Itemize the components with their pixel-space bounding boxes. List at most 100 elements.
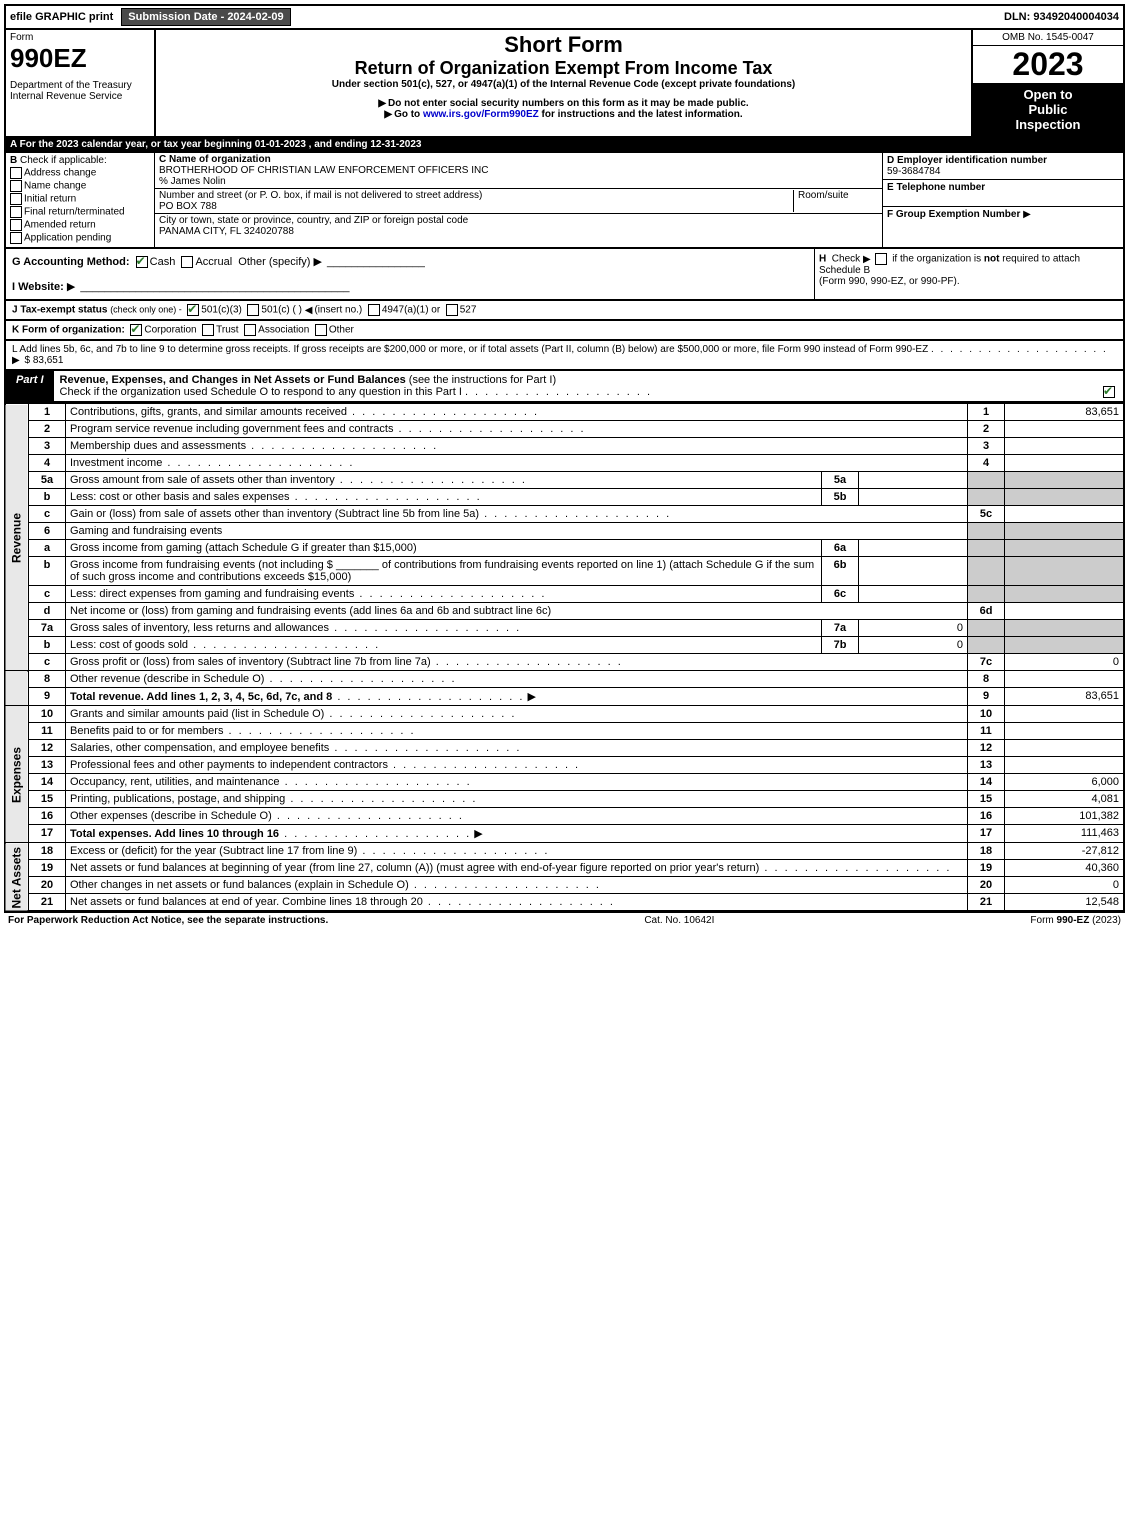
section-def: D Employer identification number 59-3684… [883,153,1123,247]
page-footer: For Paperwork Reduction Act Notice, see … [4,912,1125,928]
table-row: d Net income or (loss) from gaming and f… [5,603,1124,620]
netassets-side-label: Net Assets [5,843,29,912]
table-row: 4 Investment income 4 [5,455,1124,472]
table-row: Expenses 10 Grants and similar amounts p… [5,706,1124,723]
table-row: 5a Gross amount from sale of assets othe… [5,472,1124,489]
form-number: 990EZ [10,43,150,74]
h-label: H [819,254,826,265]
table-row: b Gross income from fundraising events (… [5,557,1124,586]
l-amount: $ 83,651 [24,355,63,366]
i-label: I Website: [12,281,64,293]
irs-link[interactable]: www.irs.gov/Form990EZ [423,109,539,120]
addr-label: Number and street (or P. O. box, if mail… [159,190,482,201]
table-row: 6 Gaming and fundraising events [5,523,1124,540]
table-row: 13 Professional fees and other payments … [5,757,1124,774]
cb-accrual[interactable] [181,256,193,268]
cb-4947[interactable] [368,304,380,316]
part1-title-block: Revenue, Expenses, and Changes in Net As… [54,371,1123,401]
header-right: OMB No. 1545-0047 2023 Open to Public In… [971,30,1123,136]
part1-title-sub: (see the instructions for Part I) [409,374,556,386]
expenses-side-label: Expenses [5,706,29,843]
table-row: 15 Printing, publications, postage, and … [5,791,1124,808]
cb-527[interactable] [446,304,458,316]
dln-label: DLN: 93492040004034 [1004,11,1119,23]
cb-501c3[interactable] [187,304,199,316]
table-row: 8 Other revenue (describe in Schedule O)… [5,671,1124,688]
cb-name-change[interactable]: Name change [10,180,150,192]
cb-final-return[interactable]: Final return/terminated [10,206,150,218]
section-b: B Check if applicable: Address change Na… [6,153,155,247]
table-row: 12 Salaries, other compensation, and emp… [5,740,1124,757]
section-j: J Tax-exempt status (check only one) - 5… [4,301,1125,321]
cb-schedule-b[interactable] [875,253,887,265]
g-label: G Accounting Method: [12,256,130,268]
addr-value: PO BOX 788 [159,201,217,212]
revenue-side-label: Revenue [5,404,29,671]
cb-trust[interactable] [202,324,214,336]
f-label: F Group Exemption Number [887,209,1020,220]
footer-left: For Paperwork Reduction Act Notice, see … [8,915,328,926]
table-row: b Less: cost of goods sold 7b 0 [5,637,1124,654]
section-a-bar: A For the 2023 calendar year, or tax yea… [4,138,1125,153]
table-row: 2 Program service revenue including gove… [5,421,1124,438]
section-c: C Name of organization BROTHERHOOD OF CH… [155,153,883,247]
omb-number: OMB No. 1545-0047 [973,30,1123,46]
efile-label: efile GRAPHIC print [10,11,113,23]
cb-corporation[interactable] [130,324,142,336]
header-center: Short Form Return of Organization Exempt… [156,30,971,136]
table-row: c Gross profit or (loss) from sales of i… [5,654,1124,671]
section-h: H Check if the organization is not requi… [814,249,1123,299]
ein-value: 59-3684784 [887,166,940,177]
open-public-badge: Open to Public Inspection [973,83,1123,136]
cb-initial-return[interactable]: Initial return [10,193,150,205]
submission-date-button[interactable]: Submission Date - 2024-02-09 [121,8,290,26]
footer-cat-no: Cat. No. 10642I [644,915,714,926]
cb-association[interactable] [244,324,256,336]
c-name-block: C Name of organization BROTHERHOOD OF CH… [155,153,882,189]
info-block: B Check if applicable: Address change Na… [4,153,1125,249]
table-row: 16 Other expenses (describe in Schedule … [5,808,1124,825]
table-row: b Less: cost or other basis and sales ex… [5,489,1124,506]
c-city-block: City or town, state or province, country… [155,214,882,238]
b-label: B [10,155,17,166]
cb-amended-return[interactable]: Amended return [10,219,150,231]
e-block: E Telephone number [883,180,1123,207]
footer-right: Form 990-EZ (2023) [1030,915,1121,926]
c-label: C Name of organization [159,154,271,165]
section-gh: G Accounting Method: Cash Accrual Other … [4,249,1125,301]
cb-address-change[interactable]: Address change [10,167,150,179]
section-l: L Add lines 5b, 6c, and 7b to line 9 to … [4,341,1125,371]
short-form-title: Short Form [160,32,967,58]
org-name: BROTHERHOOD OF CHRISTIAN LAW ENFORCEMENT… [159,165,488,176]
table-row: c Less: direct expenses from gaming and … [5,586,1124,603]
section-g: G Accounting Method: Cash Accrual Other … [6,249,814,299]
table-row: 14 Occupancy, rent, utilities, and maint… [5,774,1124,791]
f-block: F Group Exemption Number [883,207,1123,222]
form-header: Form 990EZ Department of the Treasury In… [4,30,1125,138]
tax-year: 2023 [973,46,1123,83]
part1-check-line: Check if the organization used Schedule … [60,386,462,398]
dept-label: Department of the Treasury [10,80,150,91]
cb-other-org[interactable] [315,324,327,336]
j-label: J Tax-exempt status [12,305,107,316]
table-row: 19 Net assets or fund balances at beginn… [5,860,1124,877]
b-check-if: Check if applicable: [20,155,107,166]
table-row: 3 Membership dues and assessments 3 [5,438,1124,455]
table-row: 17 Total expenses. Add lines 10 through … [5,825,1124,843]
table-row: Net Assets 18 Excess or (deficit) for th… [5,843,1124,860]
part1-table: Revenue 1 Contributions, gifts, grants, … [4,403,1125,912]
table-row: c Gain or (loss) from sale of assets oth… [5,506,1124,523]
part1-header: Part I Revenue, Expenses, and Changes in… [4,371,1125,403]
goto-line: Go to www.irs.gov/Form990EZ for instruct… [160,109,967,120]
l-text: L Add lines 5b, 6c, and 7b to line 9 to … [12,344,928,355]
cb-schedule-o-part1[interactable] [1103,386,1115,398]
cb-application-pending[interactable]: Application pending [10,232,150,244]
return-title: Return of Organization Exempt From Incom… [160,58,967,79]
table-row: Revenue 1 Contributions, gifts, grants, … [5,404,1124,421]
cb-501c[interactable] [247,304,259,316]
table-row: 7a Gross sales of inventory, less return… [5,620,1124,637]
cb-cash[interactable] [136,256,148,268]
header-left: Form 990EZ Department of the Treasury In… [6,30,156,136]
city-value: PANAMA CITY, FL 324020788 [159,226,294,237]
part1-title: Revenue, Expenses, and Changes in Net As… [60,374,406,386]
